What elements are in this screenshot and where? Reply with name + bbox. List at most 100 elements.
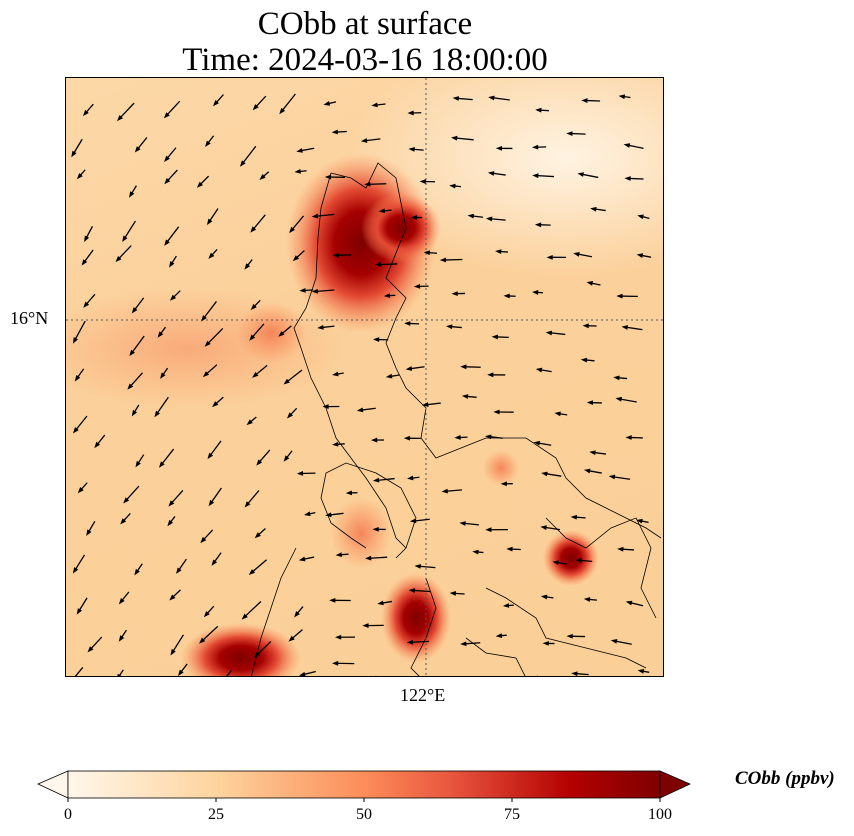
wind-arrowhead — [244, 263, 251, 270]
wind-arrowhead — [168, 500, 175, 507]
wind-arrowhead — [331, 129, 338, 135]
fire-hotspot-west — [236, 303, 306, 363]
wind-arrowhead — [169, 294, 177, 301]
wind-arrowhead — [201, 315, 207, 322]
wind-arrow — [250, 323, 265, 339]
wind-arrowhead — [135, 460, 141, 468]
wind-arrowhead — [299, 288, 306, 293]
wind-arrow — [290, 215, 305, 232]
wind-arrowhead — [134, 146, 141, 153]
wind-arrowhead — [118, 635, 125, 642]
wind-arrowhead — [371, 437, 378, 443]
wind-arrowhead — [500, 481, 507, 487]
wind-arrowhead — [81, 259, 88, 266]
wind-vectors — [71, 93, 652, 676]
wind-arrowhead — [71, 150, 77, 158]
wind-arrowhead — [94, 441, 101, 449]
wind-arrowhead — [503, 293, 510, 299]
wind-arrow — [117, 245, 132, 261]
wind-arrowhead — [74, 375, 81, 382]
wind-arrowhead — [286, 412, 293, 419]
wind-arrowhead — [372, 526, 379, 532]
wind-arrowhead — [289, 226, 295, 234]
wind-arrowhead — [636, 253, 644, 258]
fire-hotspot-south — [381, 573, 451, 663]
colorbar-tick-50: 50 — [356, 806, 372, 823]
wind-arrowhead — [636, 518, 643, 524]
colorbar-body — [67, 770, 661, 799]
wind-arrowhead — [72, 337, 78, 344]
wind-arrowhead — [298, 556, 306, 562]
wind-arrowhead — [460, 364, 467, 370]
wind-arrowhead — [127, 383, 134, 390]
wind-arrowhead — [299, 671, 306, 676]
wind-arrow — [243, 601, 262, 619]
map-panel — [65, 77, 664, 677]
wind-arrowhead — [532, 290, 539, 295]
wind-arrow — [74, 415, 88, 432]
wind-arrowhead — [377, 600, 384, 606]
wind-arrow — [453, 137, 474, 141]
wind-arrowhead — [409, 518, 417, 524]
wind-arrowhead — [196, 181, 203, 188]
colorbar-ticks — [67, 798, 661, 802]
wind-arrowhead — [241, 613, 248, 620]
wind-arrowhead — [164, 178, 171, 185]
wind-arrowhead — [610, 639, 618, 644]
wind-arrowhead — [485, 216, 493, 222]
colorbar-extend-min — [37, 770, 69, 799]
wind-arrowhead — [356, 407, 364, 413]
wind-arrowhead — [404, 321, 411, 326]
wind-arrow — [314, 289, 335, 293]
wind-arrowhead — [575, 558, 582, 563]
wind-arrowhead — [158, 461, 165, 468]
wind-arrowhead — [541, 471, 548, 477]
wind-arrowhead — [374, 262, 382, 267]
map-time: Time: 2024-03-16 18:00:00 — [182, 42, 548, 78]
wind-arrowhead — [325, 512, 332, 518]
wind-arrowhead — [72, 427, 79, 434]
colorbar-label: CObb (ppbv) — [735, 768, 835, 789]
wind-arrowhead — [378, 208, 386, 214]
wind-arrowhead — [410, 215, 417, 220]
wind-arrowhead — [332, 441, 339, 447]
wind-arrow — [442, 258, 463, 261]
wind-arrowhead — [485, 434, 492, 440]
wind-arrowhead — [451, 135, 458, 141]
wind-arrowhead — [583, 597, 591, 602]
wind-arrowhead — [76, 608, 83, 615]
wind-arrowhead — [296, 148, 303, 153]
wind-arrowhead — [115, 255, 122, 263]
wind-arrowhead — [485, 527, 492, 533]
wind-arrowhead — [317, 324, 324, 330]
wind-arrowhead — [200, 536, 207, 544]
wind-arrowhead — [213, 100, 219, 107]
wind-arrowhead — [208, 499, 215, 507]
wind-arrowhead — [491, 334, 498, 340]
wind-arrowhead — [332, 660, 339, 666]
wind-arrowhead — [532, 173, 539, 179]
wind-arrowhead — [254, 532, 261, 539]
wind-arrowhead — [244, 501, 251, 508]
wind-arrowhead — [624, 176, 631, 181]
wind-arrowhead — [294, 168, 301, 174]
wind-arrowhead — [246, 419, 253, 426]
fire-hotspot-central — [331, 498, 391, 568]
wind-arrowhead — [311, 288, 319, 294]
wind-arrow — [73, 320, 86, 342]
fire-hotspot-east — [543, 530, 599, 586]
wind-arrowhead — [118, 598, 125, 605]
wind-arrowhead — [279, 107, 286, 115]
colorbar-tick-100: 100 — [648, 806, 672, 823]
wind-arrow — [74, 667, 84, 676]
wind-arrowhead — [403, 435, 411, 441]
colorbar-extend-max — [659, 770, 691, 799]
wind-arrowhead — [120, 518, 127, 525]
wind-arrowhead — [202, 371, 210, 378]
wind-arrowhead — [283, 455, 290, 462]
wind-arrowhead — [566, 633, 573, 639]
wind-arrowhead — [324, 174, 332, 180]
wind-arrowhead — [407, 475, 414, 481]
wind-arrow — [241, 145, 257, 165]
wind-arrowhead — [304, 511, 311, 517]
